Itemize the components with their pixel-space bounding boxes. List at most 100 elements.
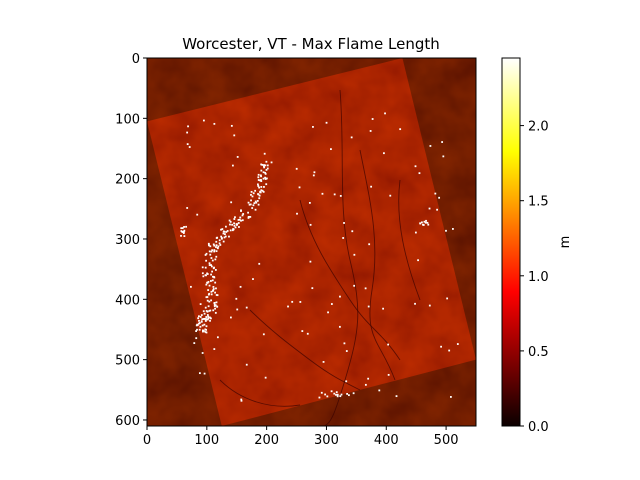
high-flame-cell: [198, 315, 200, 318]
high-flame-cell: [343, 342, 346, 345]
high-flame-cell: [205, 296, 208, 299]
high-flame-cell: [253, 202, 256, 205]
high-flame-cell: [202, 318, 205, 320]
high-flame-cell: [326, 395, 329, 398]
high-flame-cell: [368, 243, 371, 246]
high-flame-cell: [210, 257, 213, 259]
high-flame-cell: [206, 296, 209, 298]
x-tick-label: 200: [254, 433, 279, 448]
drainage-line: [219, 379, 301, 407]
high-flame-cell: [250, 193, 252, 196]
high-flame-cell: [348, 394, 350, 397]
high-flame-cell: [425, 219, 427, 222]
high-flame-cell: [208, 292, 211, 295]
high-flame-cell: [239, 216, 242, 219]
high-flame-cell: [199, 325, 202, 328]
high-flame-cell: [212, 275, 214, 278]
x-tick-label: 500: [434, 433, 459, 448]
high-flame-cell: [215, 301, 218, 304]
high-flame-cell: [203, 372, 206, 375]
high-flame-cell: [196, 213, 199, 216]
x-tick-label: 100: [194, 433, 219, 448]
high-flame-cell: [247, 216, 250, 219]
high-flame-cell: [336, 393, 339, 396]
high-flame-cell: [183, 230, 185, 233]
high-flame-cell: [287, 305, 289, 308]
high-flame-cell: [327, 311, 329, 314]
high-flame-cell: [215, 287, 217, 290]
colorbar-ticks: 0.0 0.5 1.0 1.5 2.0: [520, 120, 549, 435]
high-flame-cell: [201, 324, 204, 327]
high-flame-cell: [215, 240, 218, 243]
high-flame-cell: [213, 305, 216, 308]
high-flame-cell: [214, 291, 216, 294]
high-flame-cell: [231, 223, 233, 226]
high-flame-cell: [233, 222, 235, 225]
high-flame-cell: [183, 235, 186, 238]
high-flame-cell: [351, 230, 354, 233]
high-flame-cell: [428, 304, 431, 307]
high-flame-cell: [265, 183, 268, 186]
high-flame-cell: [186, 207, 189, 209]
high-flame-cell: [201, 352, 204, 354]
high-flame-cell: [214, 311, 217, 314]
high-flame-cell: [208, 310, 211, 312]
high-flame-cell: [255, 201, 258, 204]
drainage-line: [249, 309, 361, 391]
high-flame-cell: [205, 325, 208, 328]
high-flame-cell: [234, 216, 236, 219]
high-flame-cell: [296, 212, 298, 215]
high-flame-cell: [212, 288, 215, 290]
colorbar-tick-label: 2.0: [528, 120, 549, 135]
high-flame-cell: [209, 253, 212, 256]
high-flame-cell: [256, 199, 259, 202]
high-flame-cell: [429, 145, 432, 147]
high-flame-cell: [236, 223, 239, 226]
high-flame-cell: [260, 186, 263, 188]
high-flame-cell: [308, 201, 311, 204]
high-flame-cell: [414, 302, 416, 305]
high-flame-cell: [211, 249, 214, 252]
high-flame-cell: [352, 392, 355, 395]
high-flame-cell: [236, 308, 239, 311]
high-flame-cell: [228, 235, 230, 238]
high-flame-cell: [257, 173, 260, 176]
high-flame-cell: [318, 396, 321, 399]
high-flame-cell: [250, 199, 252, 202]
high-flame-cell: [336, 395, 339, 398]
high-flame-cell: [186, 131, 189, 134]
high-flame-cell: [422, 223, 424, 226]
high-flame-cell: [384, 112, 386, 115]
high-flame-cell: [456, 343, 459, 345]
high-flame-cell: [211, 279, 214, 282]
high-flame-cell: [417, 259, 419, 262]
high-flame-cell: [252, 192, 255, 195]
high-flame-cell: [340, 393, 343, 396]
high-flame-cell: [264, 376, 267, 379]
high-flame-cell: [395, 395, 398, 398]
high-flame-cell: [421, 221, 423, 224]
high-flame-cell: [185, 225, 187, 228]
high-flame-cell: [260, 163, 263, 166]
high-flame-cell: [346, 392, 349, 395]
high-flame-cell: [213, 244, 216, 247]
high-flame-cell: [225, 225, 227, 228]
high-flame-cell: [241, 214, 244, 217]
high-flame-cell: [441, 141, 444, 143]
high-flame-cell: [213, 249, 216, 251]
high-flame-cell: [233, 134, 236, 137]
colorbar: 0.0 0.5 1.0 1.5 2.0 m: [501, 57, 573, 435]
high-flame-cell: [210, 250, 213, 253]
high-flame-cell: [204, 254, 207, 256]
high-flame-cell: [263, 186, 265, 188]
high-flame-cell: [202, 119, 205, 122]
high-flame-cell: [353, 284, 356, 287]
high-flame-cell: [426, 221, 429, 224]
high-flame-cell: [414, 165, 417, 168]
high-flame-cell: [265, 177, 268, 180]
high-flame-cell: [207, 280, 210, 283]
high-flame-cell: [339, 395, 342, 398]
high-flame-cell: [339, 295, 341, 298]
high-flame-cell: [264, 178, 267, 180]
high-flame-cell: [181, 227, 184, 229]
